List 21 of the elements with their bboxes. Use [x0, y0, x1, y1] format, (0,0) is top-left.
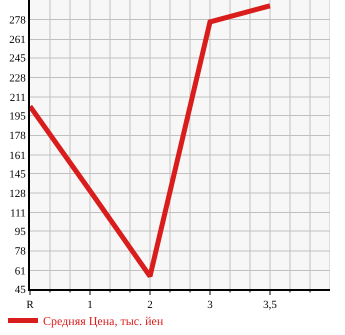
y-tick-label: 211 — [10, 92, 26, 104]
y-tick-label: 228 — [9, 72, 26, 84]
y-tick-label: 111 — [10, 208, 26, 220]
x-tick-label: 1 — [87, 299, 93, 312]
y-tick-label: 261 — [9, 34, 26, 46]
y-tick-label: 78 — [14, 246, 26, 258]
y-tick-label: 95 — [14, 226, 26, 238]
y-tick-label: 145 — [9, 168, 26, 180]
y-tick-label: 45 — [14, 284, 26, 296]
legend-label: Средняя Цена, тыс. йен — [43, 314, 164, 328]
x-tick-label: 3 — [207, 299, 214, 312]
y-tick-label: 128 — [9, 188, 26, 200]
x-tick-label: 3,5 — [263, 299, 278, 312]
y-tick-label: 245 — [9, 52, 26, 65]
x-tick-label: 2 — [147, 299, 153, 312]
y-tick-label: 61 — [14, 265, 26, 278]
y-tick-label: 161 — [9, 150, 26, 162]
x-tick-label: R — [26, 299, 34, 312]
y-tick-label: 278 — [9, 14, 26, 26]
y-tick-label: 178 — [9, 130, 26, 142]
y-tick-label: 195 — [9, 110, 26, 122]
